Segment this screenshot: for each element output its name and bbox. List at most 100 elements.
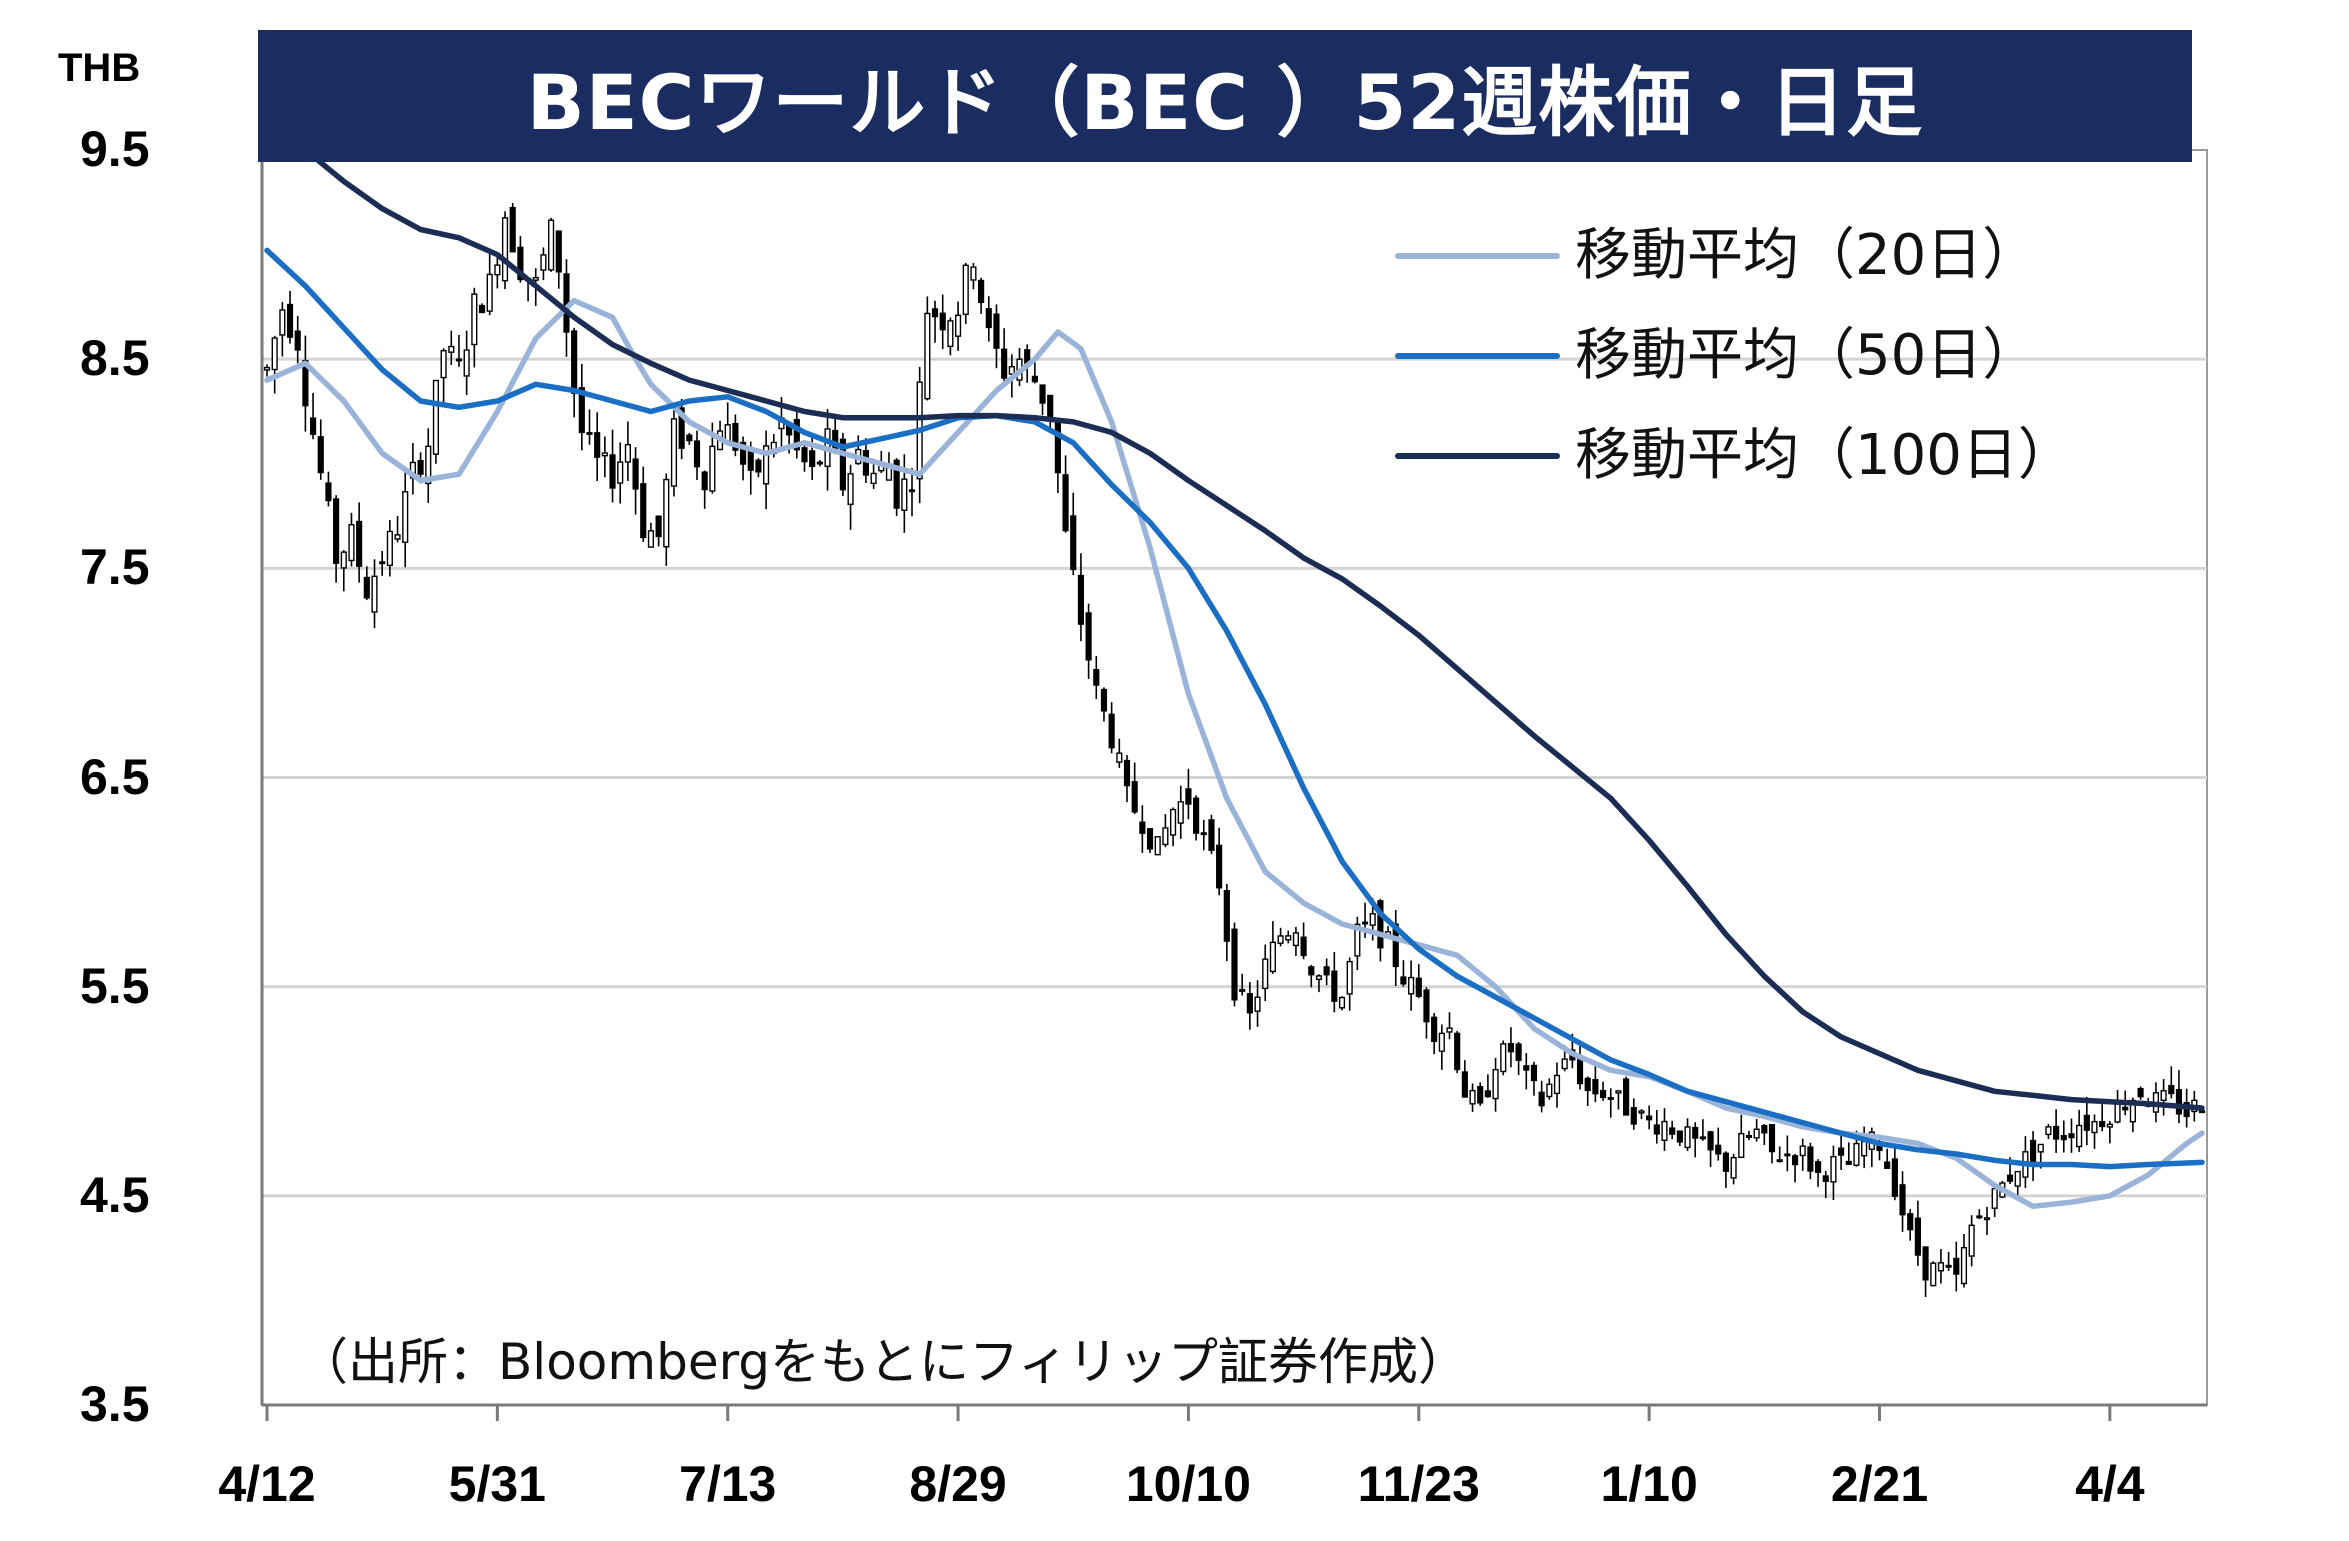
gridlines (262, 357, 2207, 1198)
candle-body (1623, 1078, 1630, 1116)
candle-body (793, 418, 800, 451)
candle-body (2076, 1124, 2083, 1148)
candle-body (555, 230, 562, 273)
candle-body (1507, 1042, 1515, 1053)
candle-body (1914, 1217, 1921, 1256)
candle-body (1139, 821, 1146, 834)
candle-body (1162, 827, 1169, 846)
legend-swatch-ma100 (1395, 453, 1560, 459)
candle-body (901, 478, 908, 511)
candle-body (1047, 394, 1054, 419)
candle-body (309, 417, 317, 435)
candle-body (1891, 1158, 1898, 1197)
candle-body (701, 471, 708, 491)
candle-body (1799, 1145, 1806, 1157)
candle-body (1538, 1091, 1545, 1107)
candle-body (2198, 1110, 2206, 1114)
candle-body (801, 447, 808, 463)
candle-body (1730, 1156, 1737, 1179)
candle-body (1515, 1043, 1522, 1061)
candle-body (1699, 1136, 1706, 1140)
candle-body (847, 473, 854, 506)
candle-body (402, 491, 409, 543)
candle-body (1661, 1120, 1668, 1141)
candle-body (1123, 759, 1131, 787)
candle-body (1031, 375, 1038, 383)
candle-body (1246, 992, 1253, 1014)
candle-body (678, 407, 685, 449)
candle-body (1753, 1128, 1760, 1139)
candle-body (263, 366, 271, 371)
candle-body (924, 312, 931, 400)
candle-body (386, 530, 393, 567)
candle-body (747, 450, 754, 471)
ma20-line (264, 297, 2205, 1210)
candle-body (1707, 1131, 1714, 1151)
candle-body (1822, 1175, 1829, 1183)
y-tick-label: 7.5 (80, 539, 150, 596)
candle-body (755, 459, 762, 473)
y-axis-unit: THB (58, 46, 141, 90)
candle-body (816, 461, 823, 465)
candle-body (1308, 966, 1315, 976)
candle-body (1653, 1124, 1660, 1135)
candle-body (609, 454, 616, 489)
candle-body (1338, 996, 1346, 1009)
candle-body (1254, 996, 1261, 1012)
candle-body (908, 489, 916, 493)
candle-body (1216, 844, 1223, 889)
candle-body (1415, 977, 1422, 997)
candle-body (1768, 1124, 1776, 1153)
candle-body (317, 436, 324, 474)
candle-body (271, 337, 278, 371)
candle-body (732, 422, 739, 451)
candle-body (532, 276, 539, 281)
candle-body (985, 308, 992, 329)
candlesticks (263, 202, 2206, 1298)
candle-body (1054, 418, 1061, 474)
candle-body (1530, 1064, 1538, 1082)
candle-body (1930, 1262, 1937, 1287)
candle-body (617, 461, 624, 484)
candle-body (286, 303, 294, 338)
candle-body (2175, 1089, 2183, 1115)
candle-body (1937, 1262, 1945, 1272)
candle-body (1177, 801, 1184, 824)
candle-body (2068, 1133, 2075, 1139)
candle-body (1814, 1161, 1822, 1174)
candle-body (1108, 713, 1115, 749)
candle-body (333, 498, 340, 564)
candle-body (709, 445, 716, 492)
candle-body (624, 443, 631, 463)
candle-body (494, 264, 501, 276)
candle-body (448, 345, 455, 353)
candle-body (1784, 1153, 1791, 1157)
candle-body (647, 530, 655, 548)
candle-body (294, 330, 301, 351)
candle-body (1592, 1078, 1599, 1095)
candle-body (931, 308, 939, 318)
candle-body (1131, 781, 1138, 813)
candle-body (356, 520, 363, 567)
candle-body (1500, 1043, 1507, 1073)
candle-body (1369, 913, 1376, 926)
candle-body (1630, 1107, 1637, 1125)
candle-body (340, 551, 347, 569)
x-tick-label: 8/29 (909, 1456, 1007, 1512)
candle-body (1561, 1058, 1568, 1070)
candle-body (809, 450, 816, 468)
candle-body (939, 312, 946, 331)
candle-body (954, 314, 962, 337)
candle-body (1062, 474, 1069, 532)
legend-label-ma20: 移動平均（20日） (1575, 223, 2039, 288)
candle-body (2014, 1170, 2021, 1187)
candle-body (2091, 1120, 2098, 1134)
candle-body (839, 438, 846, 491)
candle-body (1646, 1115, 1653, 1121)
candle-body (993, 313, 1000, 349)
candle-body (2099, 1120, 2106, 1128)
candle-body (478, 304, 486, 314)
candle-body (1807, 1146, 1814, 1172)
x-tick-label: 1/10 (1600, 1456, 1698, 1512)
candle-body (1231, 928, 1238, 1001)
